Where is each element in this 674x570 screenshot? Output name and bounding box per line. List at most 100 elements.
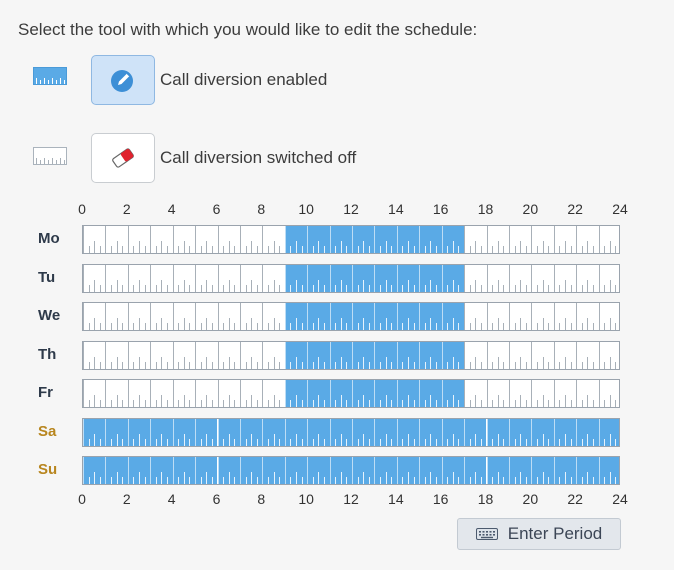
hour-cell[interactable]: [508, 457, 532, 484]
hour-cell[interactable]: [329, 303, 352, 330]
hour-cell[interactable]: [396, 303, 420, 330]
hour-cell[interactable]: [396, 341, 420, 369]
hour-cell[interactable]: [508, 303, 531, 330]
hour-cell[interactable]: [441, 264, 465, 292]
hour-cell[interactable]: [239, 264, 262, 292]
schedule-row-we[interactable]: [82, 302, 620, 331]
hour-cell[interactable]: [172, 457, 196, 484]
hour-cell[interactable]: [83, 303, 105, 330]
hour-cell[interactable]: [150, 226, 172, 253]
hour-cell[interactable]: [419, 303, 442, 330]
hour-cell[interactable]: [172, 226, 195, 253]
hour-cell[interactable]: [508, 418, 532, 446]
hour-cell[interactable]: [307, 457, 330, 484]
hour-cell[interactable]: [553, 341, 576, 369]
hour-cell[interactable]: [598, 303, 619, 330]
hour-cell[interactable]: [576, 264, 598, 292]
hour-cell[interactable]: [419, 341, 442, 369]
hour-cell[interactable]: [352, 418, 375, 446]
hour-cell[interactable]: [217, 380, 240, 407]
hour-cell[interactable]: [486, 418, 509, 446]
hour-cell[interactable]: [374, 303, 397, 330]
hour-cell[interactable]: [105, 457, 128, 484]
hour-cell[interactable]: [531, 457, 554, 484]
hour-cell[interactable]: [531, 341, 553, 369]
hour-cell[interactable]: [239, 380, 262, 407]
hour-cell[interactable]: [441, 380, 465, 407]
hour-cell[interactable]: [441, 457, 465, 484]
enable-tool-button[interactable]: [91, 55, 155, 105]
hour-cell[interactable]: [531, 418, 554, 446]
hour-cell[interactable]: [284, 380, 308, 407]
hour-cell[interactable]: [83, 418, 106, 446]
hour-cell[interactable]: [329, 418, 352, 446]
hour-cell[interactable]: [83, 457, 106, 484]
hour-cell[interactable]: [396, 264, 420, 292]
hour-cell[interactable]: [553, 418, 577, 446]
hour-cell[interactable]: [531, 226, 553, 253]
hour-cell[interactable]: [127, 264, 150, 292]
hour-cell[interactable]: [329, 341, 352, 369]
hour-cell[interactable]: [150, 380, 172, 407]
hour-cell[interactable]: [486, 341, 509, 369]
hour-cell[interactable]: [396, 226, 420, 253]
hour-cell[interactable]: [576, 418, 599, 446]
hour-cell[interactable]: [576, 380, 598, 407]
hour-cell[interactable]: [396, 457, 420, 484]
hour-cell[interactable]: [195, 303, 217, 330]
hour-cell[interactable]: [464, 457, 487, 484]
hour-cell[interactable]: [352, 303, 375, 330]
hour-cell[interactable]: [508, 226, 531, 253]
hour-cell[interactable]: [419, 264, 442, 292]
hour-cell[interactable]: [419, 457, 442, 484]
hour-cell[interactable]: [239, 457, 263, 484]
hour-cell[interactable]: [172, 341, 195, 369]
hour-cell[interactable]: [239, 303, 262, 330]
schedule-row-mo[interactable]: [82, 225, 620, 254]
schedule-row-fr[interactable]: [82, 379, 620, 408]
hour-cell[interactable]: [508, 341, 531, 369]
hour-cell[interactable]: [105, 303, 127, 330]
hour-cell[interactable]: [217, 303, 240, 330]
hour-cell[interactable]: [553, 226, 576, 253]
hour-cell[interactable]: [486, 303, 509, 330]
hour-cell[interactable]: [284, 226, 308, 253]
hour-cell[interactable]: [531, 264, 553, 292]
hour-cell[interactable]: [486, 380, 509, 407]
hour-cell[interactable]: [262, 341, 284, 369]
hour-cell[interactable]: [464, 418, 487, 446]
hour-cell[interactable]: [486, 264, 509, 292]
hour-cell[interactable]: [217, 457, 240, 484]
hour-cell[interactable]: [150, 418, 173, 446]
hour-cell[interactable]: [441, 303, 465, 330]
hour-cell[interactable]: [83, 264, 105, 292]
hour-cell[interactable]: [441, 226, 465, 253]
hour-cell[interactable]: [105, 226, 127, 253]
hour-cell[interactable]: [352, 341, 375, 369]
hour-cell[interactable]: [374, 226, 397, 253]
hour-cell[interactable]: [598, 264, 619, 292]
hour-cell[interactable]: [329, 264, 352, 292]
hour-cell[interactable]: [464, 303, 486, 330]
hour-cell[interactable]: [598, 341, 619, 369]
hour-cell[interactable]: [553, 264, 576, 292]
hour-cell[interactable]: [396, 380, 420, 407]
hour-cell[interactable]: [172, 418, 196, 446]
hour-cell[interactable]: [195, 226, 217, 253]
hour-cell[interactable]: [464, 264, 486, 292]
hour-cell[interactable]: [217, 418, 240, 446]
hour-cell[interactable]: [195, 380, 217, 407]
hour-cell[interactable]: [598, 418, 619, 446]
hour-cell[interactable]: [150, 457, 173, 484]
hour-cell[interactable]: [195, 418, 218, 446]
hour-cell[interactable]: [329, 457, 352, 484]
hour-cell[interactable]: [307, 303, 330, 330]
hour-cell[interactable]: [217, 226, 240, 253]
hour-cell[interactable]: [374, 380, 397, 407]
hour-cell[interactable]: [105, 418, 128, 446]
hour-cell[interactable]: [105, 341, 127, 369]
hour-cell[interactable]: [105, 380, 127, 407]
hour-cell[interactable]: [486, 226, 509, 253]
hour-cell[interactable]: [307, 226, 330, 253]
hour-cell[interactable]: [150, 303, 172, 330]
